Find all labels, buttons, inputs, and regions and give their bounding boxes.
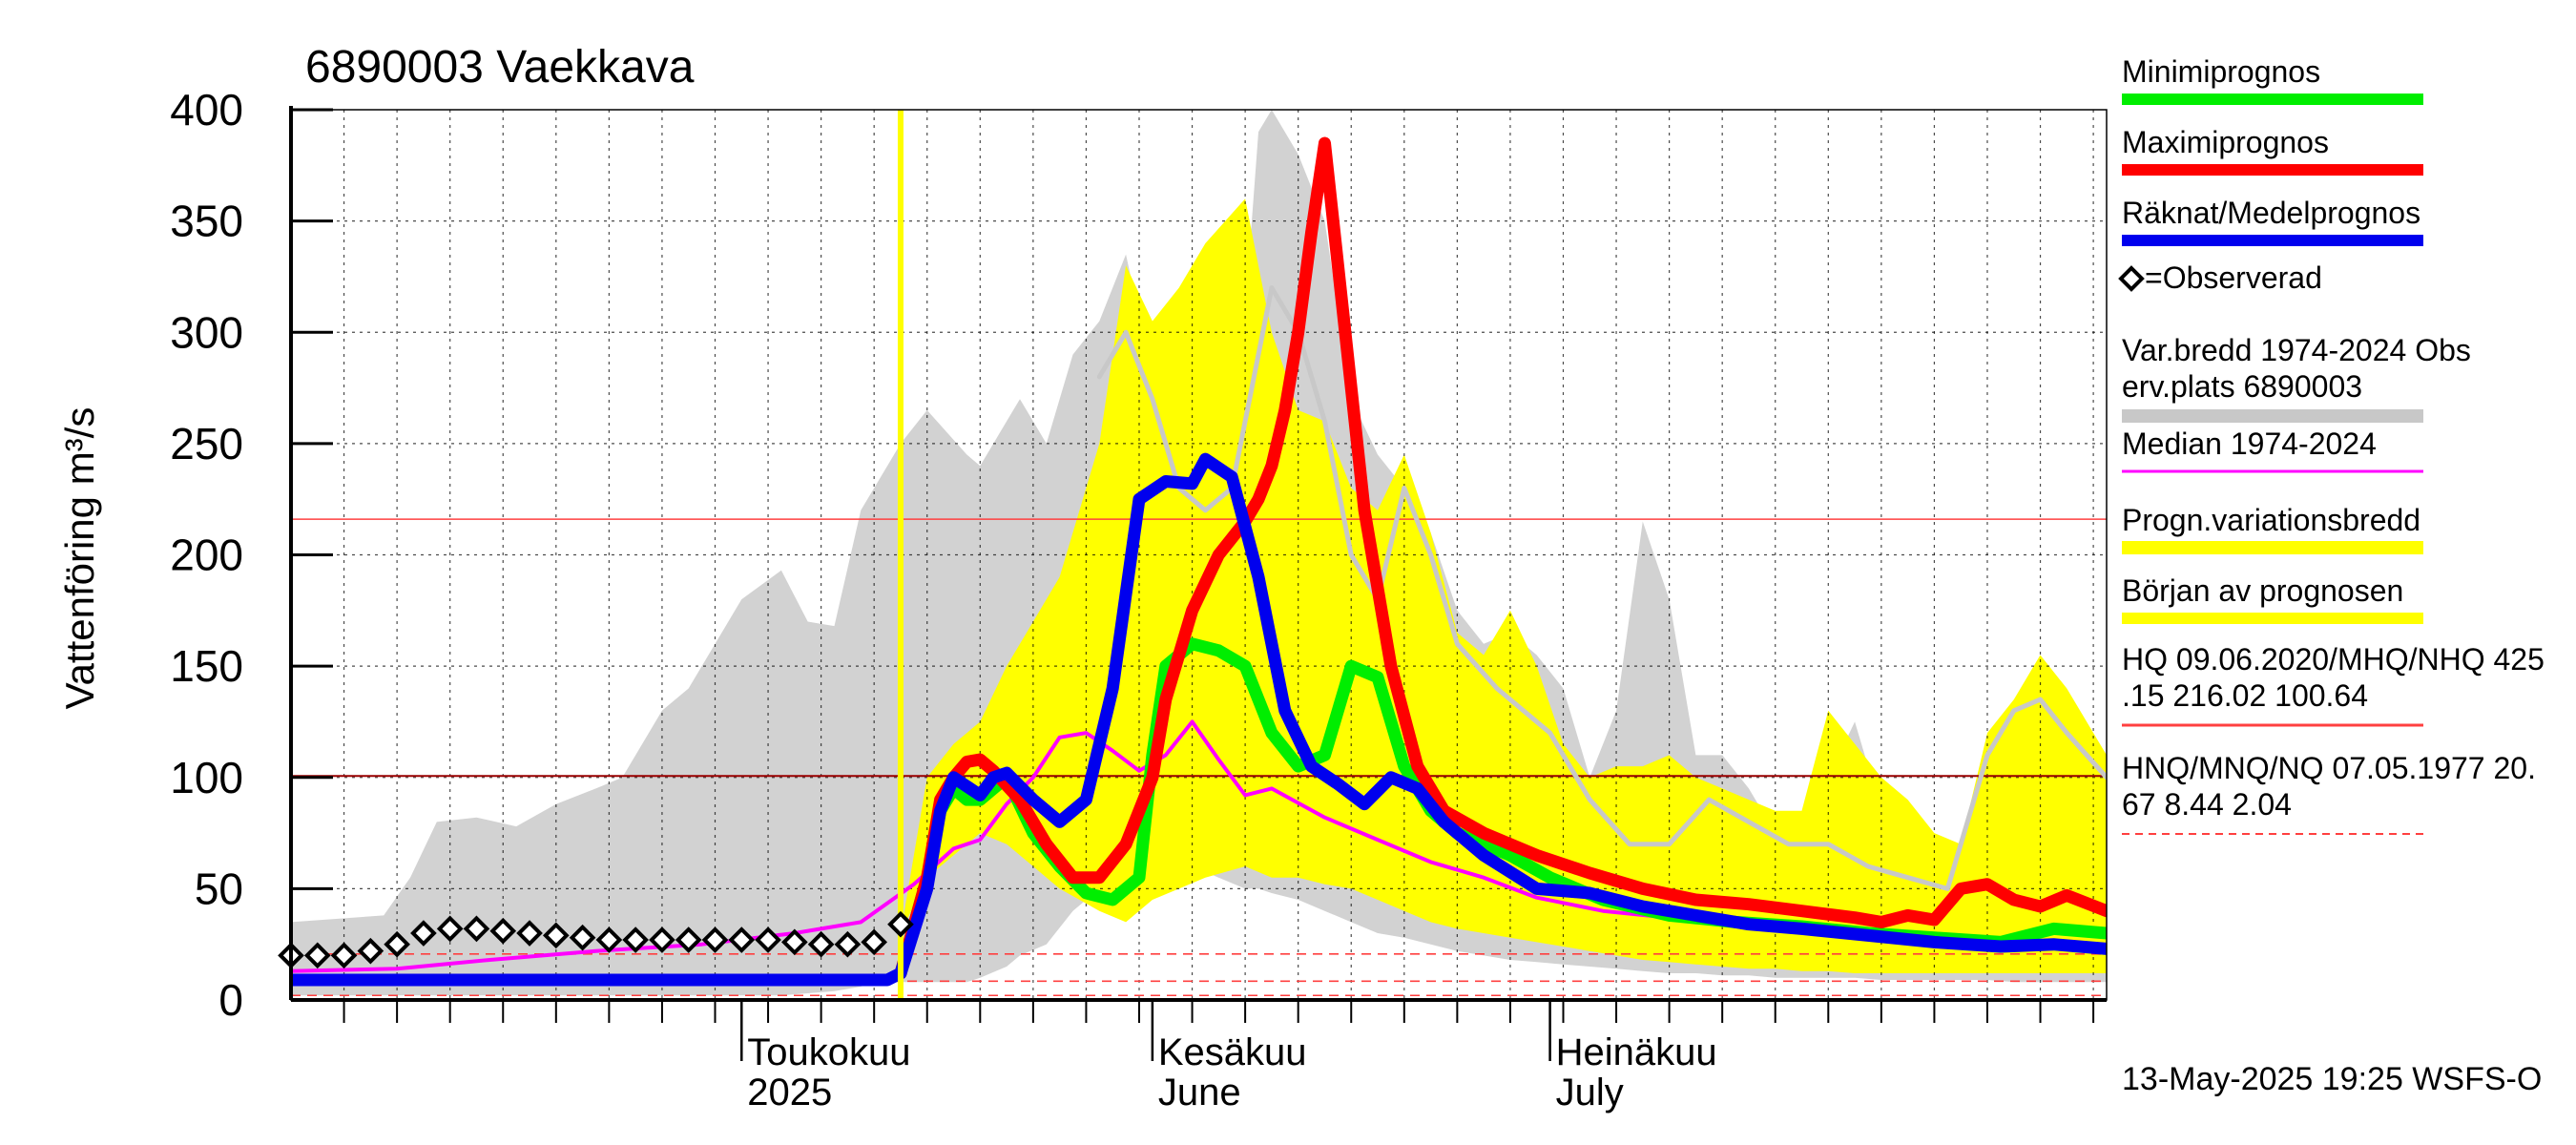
legend-label: Progn.variationsbredd [2122, 503, 2420, 537]
legend-item: Progn.variationsbredd [2122, 503, 2423, 554]
legend-item: HQ 09.06.2020/MHQ/NHQ 425.15 216.02 100.… [2122, 642, 2545, 727]
y-tick-label: 250 [170, 419, 243, 468]
chart-title: 6890003 Vaekkava [305, 42, 695, 93]
y-axis: 0 50 100 150 200 250 300 350 400 [170, 85, 333, 1025]
legend-item: =Observerad [2118, 260, 2322, 295]
y-tick-label: 300 [170, 307, 243, 357]
forecast-range-band [901, 198, 2107, 974]
legend-item: HNQ/MNQ/NQ 07.05.1977 20.67 8.44 2.04 [2122, 751, 2536, 835]
x-month-sublabel: June [1158, 1072, 1241, 1114]
y-axis-label: Vattenföring m³/s [57, 407, 102, 710]
observed-point [649, 926, 675, 953]
observed-point [887, 910, 914, 938]
max-forecast-line [894, 136, 2107, 980]
legend-label: Minimiprognos [2122, 54, 2320, 89]
legend-label: HQ 09.06.2020/MHQ/NHQ 425 [2122, 642, 2545, 677]
x-month-sublabel: 2025 [747, 1072, 832, 1114]
observed-point [701, 926, 729, 953]
legend-label: HNQ/MNQ/NQ 07.05.1977 20. [2122, 751, 2536, 785]
observed-point [755, 926, 781, 953]
legend-label: Maximiprognos [2122, 125, 2329, 159]
legend-label-line2: erv.plats 6890003 [2122, 369, 2362, 404]
observed-point [807, 930, 835, 958]
legend-label-line2: .15 216.02 100.64 [2122, 678, 2368, 713]
observed-point [516, 920, 543, 947]
observed-point [463, 915, 490, 943]
observed-point [595, 926, 623, 953]
x-month-label: Toukokuu [747, 1031, 910, 1073]
legend-label: =Observerad [2145, 260, 2322, 295]
observed-point [834, 930, 862, 958]
observed-point [781, 928, 808, 956]
legend-item: Räknat/Medelprognos [2122, 196, 2423, 246]
legend-label: Var.bredd 1974-2024 Obs [2122, 333, 2471, 367]
plot-area [278, 106, 2108, 1002]
x-month-label: Kesäkuu [1158, 1031, 1307, 1073]
y-tick-label: 0 [218, 975, 243, 1025]
y-tick-label: 350 [170, 197, 243, 246]
legend-label: Räknat/Medelprognos [2122, 196, 2420, 230]
observed-point [436, 915, 464, 943]
x-month-sublabel: July [1556, 1072, 1624, 1114]
x-month-label: Heinäkuu [1556, 1031, 1717, 1073]
observed-point [542, 922, 570, 949]
mean-forecast-line [291, 452, 2107, 987]
y-tick-label: 150 [170, 641, 243, 691]
footer-timestamp: 13-May-2025 19:25 WSFS-O [2122, 1061, 2542, 1097]
observed-point [861, 928, 888, 956]
y-tick-label: 400 [170, 85, 243, 135]
observed-point [303, 942, 331, 969]
legend: Minimiprognos Maximiprognos Räknat/Medelpr… [2118, 54, 2545, 835]
observed-point [622, 926, 649, 953]
legend-item: Maximiprognos [2122, 125, 2423, 176]
grid [291, 110, 2107, 1000]
observed-point [569, 924, 596, 951]
observed-point [489, 917, 517, 945]
observed-point [357, 937, 384, 965]
legend-label: Början av prognosen [2122, 573, 2403, 608]
plot-layers [291, 110, 2107, 1000]
legend-item: Median 1974-2024 [2122, 427, 2423, 473]
legend-label-line2: 67 8.44 2.04 [2122, 787, 2292, 822]
legend-item: Var.bredd 1974-2024 Observ.plats 6890003 [2122, 333, 2471, 423]
legend-label: Median 1974-2024 [2122, 427, 2377, 461]
legend-observed-marker [2118, 265, 2145, 292]
observed-point [410, 920, 437, 947]
y-tick-label: 50 [195, 864, 243, 913]
legend-item: Minimiprognos [2122, 54, 2423, 105]
observed-point [330, 942, 358, 969]
y-tick-label: 200 [170, 531, 243, 580]
legend-item: Början av prognosen [2122, 573, 2423, 624]
observed-point [728, 926, 756, 953]
y-tick-label: 100 [170, 753, 243, 802]
observed-point [675, 926, 702, 953]
observed-point [384, 930, 410, 958]
